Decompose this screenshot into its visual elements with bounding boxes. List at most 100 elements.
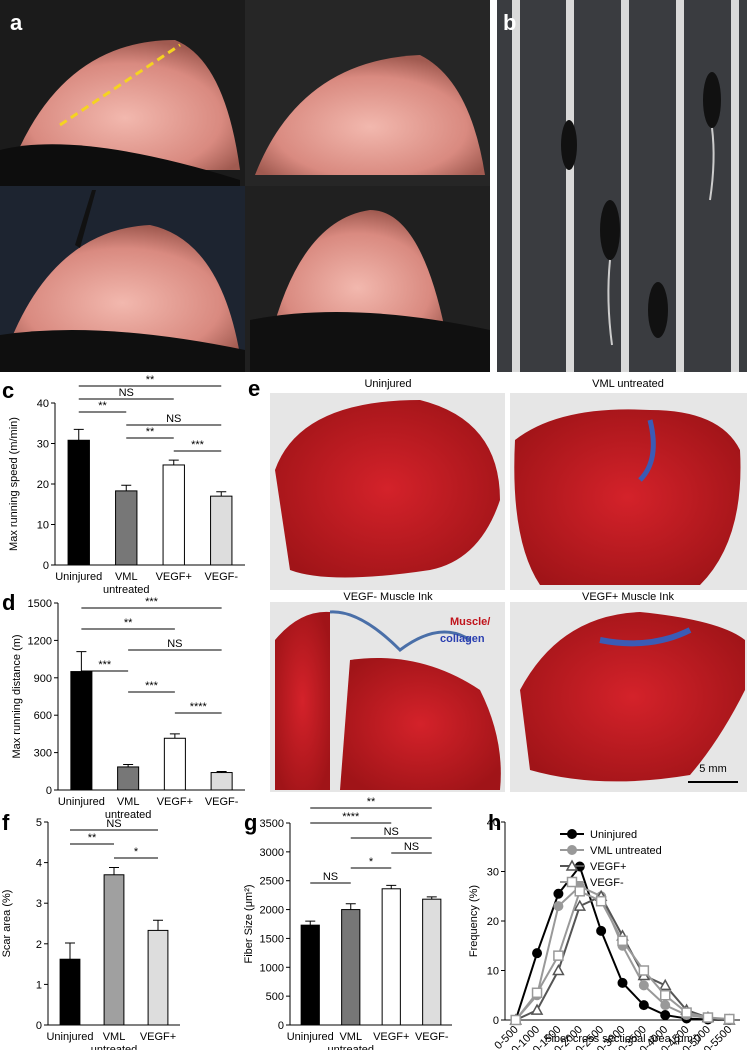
y-axis-label: Max running distance (m)	[11, 634, 23, 758]
bar	[147, 929, 169, 1026]
panel-label: g	[244, 810, 257, 835]
marker	[638, 965, 650, 976]
y-tick-label: 500	[266, 991, 284, 1003]
stain-label: collagen	[440, 633, 485, 645]
significance-label: **	[98, 400, 107, 412]
y-axis-label: Fiber Size (μm²)	[243, 884, 255, 963]
x-tick-label: VML	[339, 1031, 362, 1043]
series-line	[515, 894, 730, 1021]
marker	[724, 1013, 735, 1025]
y-tick-label: 1000	[260, 962, 284, 974]
marker	[552, 963, 565, 976]
y-tick-label: 300	[34, 748, 52, 760]
x-tick-label: VML	[115, 571, 138, 583]
x-tick-label: VEGF+	[156, 571, 192, 583]
error-bar	[168, 459, 179, 465]
y-tick-label: 20	[487, 916, 499, 928]
error-bar	[123, 763, 134, 767]
x-tick-label: untreated	[103, 584, 149, 596]
photo-e	[270, 393, 747, 792]
significance-label: **	[124, 617, 133, 629]
x-tick-label: VEGF+	[373, 1031, 409, 1043]
y-tick-label: 2	[36, 939, 42, 951]
marker	[553, 888, 564, 899]
y-tick-label: 3	[36, 898, 42, 910]
panel-label: d	[2, 590, 15, 615]
x-tick-label: untreated	[105, 809, 151, 821]
y-tick-label: 5	[36, 817, 42, 829]
y-tick-label: 40	[487, 817, 499, 829]
error-bar	[426, 896, 437, 900]
error-bar	[153, 919, 163, 931]
legend-marker	[567, 845, 577, 855]
y-tick-label: 1200	[28, 635, 52, 647]
bar	[381, 888, 401, 1026]
y-tick-label: 30	[487, 867, 499, 879]
marker	[553, 901, 564, 912]
marker	[658, 978, 672, 991]
scale-bar-label: 5 mm	[699, 763, 727, 775]
legend-label: VML untreated	[590, 845, 662, 857]
y-tick-label: 600	[34, 710, 52, 722]
bar	[59, 958, 81, 1026]
error-bar	[216, 771, 227, 773]
legend-label: Uninjured	[590, 829, 637, 841]
significance-label: NS	[119, 387, 134, 399]
significance-label: NS	[167, 638, 182, 650]
bar	[210, 495, 233, 566]
y-tick-label: 900	[34, 673, 52, 685]
significance-label: ***	[145, 680, 159, 692]
y-tick-label: 2000	[260, 905, 284, 917]
photo-label: VEGF+ Muscle Ink	[582, 591, 675, 603]
marker	[659, 990, 671, 1001]
marker	[532, 948, 543, 959]
y-axis-label: Frequency (%)	[468, 885, 480, 957]
marker	[531, 987, 543, 999]
y-tick-label: 2500	[260, 876, 284, 888]
bar	[162, 464, 185, 566]
legend-marker	[565, 859, 579, 871]
error-bar	[305, 920, 316, 926]
legend-marker	[566, 876, 578, 888]
x-tick-label: untreated	[328, 1044, 374, 1050]
x-axis-label: Fiber cross sectional area (μm²)	[545, 1033, 701, 1045]
panel-label: c	[2, 378, 14, 403]
significance-label: NS	[166, 413, 181, 425]
x-tick-label: VEGF-	[205, 796, 239, 808]
y-tick-label: 0	[278, 1020, 284, 1032]
y-tick-label: 0	[43, 560, 49, 572]
y-tick-label: 10	[37, 520, 49, 532]
y-tick-label: 1500	[260, 933, 284, 945]
photo-a	[0, 0, 490, 372]
legend-marker	[567, 829, 577, 839]
error-bar	[121, 484, 132, 491]
error-bar	[65, 942, 75, 960]
panel-label: e	[248, 376, 260, 401]
marker	[553, 950, 564, 961]
marker	[681, 1007, 692, 1018]
significance-label: NS	[404, 841, 419, 853]
y-tick-label: 20	[37, 479, 49, 491]
significance-label: *	[134, 846, 139, 858]
panel-label: h	[488, 810, 501, 835]
error-bar	[109, 866, 119, 875]
x-tick-label: Uninjured	[55, 571, 102, 583]
error-bar	[345, 903, 356, 910]
significance-label: **	[88, 832, 97, 844]
y-tick-label: 1500	[28, 598, 52, 610]
significance-label: NS	[323, 871, 338, 883]
photo-label: VEGF- Muscle Ink	[343, 591, 433, 603]
error-bar	[73, 428, 84, 441]
panel-label: b	[503, 10, 516, 35]
marker	[574, 886, 586, 897]
significance-label: *	[369, 856, 374, 868]
y-tick-label: 30	[37, 439, 49, 451]
significance-label: ***	[191, 439, 205, 451]
marker	[617, 935, 628, 947]
significance-label: ***	[98, 659, 112, 671]
marker	[573, 899, 587, 911]
x-tick-label: VML	[103, 1031, 126, 1043]
y-axis-label: Scar area (%)	[1, 890, 13, 958]
significance-label: NS	[384, 826, 399, 838]
x-tick-label: VML	[117, 796, 140, 808]
